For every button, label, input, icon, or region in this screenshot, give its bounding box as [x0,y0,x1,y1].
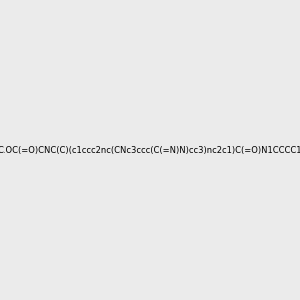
Text: C.OC(=O)CNC(C)(c1ccc2nc(CNc3ccc(C(=N)N)cc3)nc2c1)C(=O)N1CCCC1: C.OC(=O)CNC(C)(c1ccc2nc(CNc3ccc(C(=N)N)c… [0,146,300,154]
